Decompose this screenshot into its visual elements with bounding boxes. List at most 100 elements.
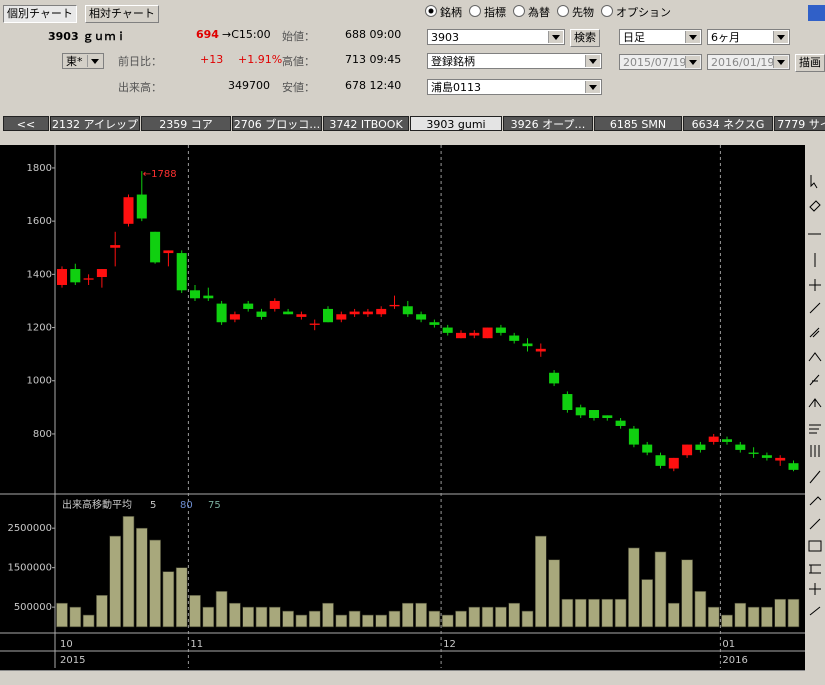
stock-tab[interactable]: 7779 サイ: [774, 116, 825, 131]
radio[interactable]: 為替: [513, 5, 550, 19]
candle-body: [123, 197, 134, 224]
candle-body: [695, 444, 706, 450]
volume-bar: [295, 614, 308, 628]
candle-body: [376, 308, 387, 315]
candle-body: [309, 323, 320, 325]
y-tick-label: 500000: [14, 602, 52, 613]
candle-body: [136, 194, 147, 219]
volume-bar: [481, 606, 494, 628]
volume-bar: [242, 606, 254, 628]
volume-bar: [534, 535, 547, 628]
candle-body: [495, 327, 506, 333]
stock-tab[interactable]: 2359 コア: [141, 116, 231, 131]
scrollbar[interactable]: [0, 670, 805, 685]
market-select[interactable]: 東*: [62, 53, 104, 69]
volume-bar: [189, 594, 201, 628]
arrow: [585, 55, 600, 67]
volume-bar: [508, 602, 521, 628]
legend-title: 出来高移動平均: [62, 498, 132, 511]
list-combo[interactable]: 登録銘柄: [427, 53, 602, 69]
candle-body: [110, 245, 121, 248]
volume-bar: [149, 539, 161, 628]
legend-entry: 75: [208, 500, 221, 511]
stock-tab[interactable]: 2132 アイレップ: [50, 116, 140, 131]
candle-body: [748, 452, 759, 454]
volume-bar: [694, 591, 707, 628]
search-button[interactable]: 検索: [570, 29, 600, 47]
candle-body: [602, 415, 613, 418]
volume-bar: [455, 610, 467, 628]
tab-button[interactable]: 個別チャート: [3, 5, 77, 23]
arrow: [548, 31, 563, 43]
arrow: [685, 56, 700, 68]
y-tick-label: 1200: [27, 323, 52, 334]
x-tick-label: 01: [722, 639, 735, 650]
label: 始値：: [282, 30, 315, 43]
x-tick-label: 10: [60, 639, 73, 650]
radio[interactable]: 銘柄: [425, 5, 462, 19]
volume-bar: [401, 602, 414, 628]
volume-bar: [362, 614, 374, 628]
tab-button[interactable]: 相対チャート: [85, 5, 159, 23]
candle-body: [535, 348, 546, 352]
chart: 800 1000 1200 1400 1600 1800 500000 1500000 2500…: [0, 145, 805, 668]
text: 浦島0113: [431, 81, 481, 94]
draw-button[interactable]: 描画: [795, 54, 825, 72]
candle-body: [788, 463, 799, 470]
stock-tab[interactable]: 3903 gumi: [410, 116, 502, 131]
period-combo[interactable]: 日足: [619, 29, 702, 45]
stock-tab[interactable]: 3926 オープ…: [503, 116, 593, 131]
volume-bar: [109, 535, 121, 628]
x-tick-label: 12: [443, 639, 456, 650]
volume-bar: [388, 610, 401, 628]
legend-entry: 80: [180, 500, 193, 511]
stock-tab[interactable]: 6185 SMN: [594, 116, 682, 131]
volume-bar: [641, 579, 654, 628]
candle-body: [549, 372, 560, 384]
volume-bar: [588, 598, 600, 628]
to-date[interactable]: 2016/01/19: [707, 54, 790, 70]
y-tick-label: 1800: [27, 163, 52, 174]
peak-annotation: ←1788: [143, 169, 177, 180]
stock-tab[interactable]: 6634 ネクスG: [683, 116, 773, 131]
candle-body: [336, 314, 347, 320]
volume-bar: [215, 591, 228, 628]
candle-body: [323, 308, 333, 323]
candle-body: [708, 436, 719, 442]
candle-body: [761, 455, 772, 458]
volume-bar: [654, 551, 667, 628]
stock-tab[interactable]: 2706 ブロッコ…: [232, 116, 322, 131]
volume-bar: [495, 606, 507, 628]
radio[interactable]: オプション: [601, 5, 671, 19]
side-button[interactable]: [808, 5, 825, 21]
value: 678 12:40: [345, 79, 402, 92]
volume-bar: [787, 598, 800, 628]
group-combo[interactable]: 浦島0113: [427, 79, 602, 95]
span-combo[interactable]: 6ヶ月: [707, 29, 790, 45]
candle-body: [269, 300, 280, 309]
from-date[interactable]: 2015/07/19: [619, 54, 702, 70]
price-time: →C15:00: [222, 28, 271, 41]
y-tick-label: 1000: [27, 376, 52, 387]
radio[interactable]: 先物: [557, 5, 594, 19]
label: 前日比：: [118, 55, 162, 68]
stock-tab[interactable]: 3742 ITBOOK: [323, 116, 409, 131]
code-combo[interactable]: 3903: [427, 29, 565, 45]
label: 高値：: [282, 55, 315, 68]
candle-body: [442, 327, 453, 333]
volume-bar: [348, 610, 361, 628]
volume-bar: [468, 606, 481, 628]
volume-bar: [175, 567, 188, 628]
volume-bar: [96, 594, 108, 628]
volume-bar: [521, 610, 534, 628]
volume-bar: [136, 527, 148, 628]
volume-bar: [601, 598, 614, 628]
volume-bar: [561, 598, 574, 628]
radio[interactable]: 指標: [469, 5, 506, 19]
volume-bar: [202, 606, 215, 628]
text: 3903: [431, 31, 459, 44]
candle-body: [522, 343, 533, 347]
arrow: [685, 31, 700, 43]
candle-body: [150, 231, 161, 263]
stock-tab[interactable]: <<: [3, 116, 49, 131]
